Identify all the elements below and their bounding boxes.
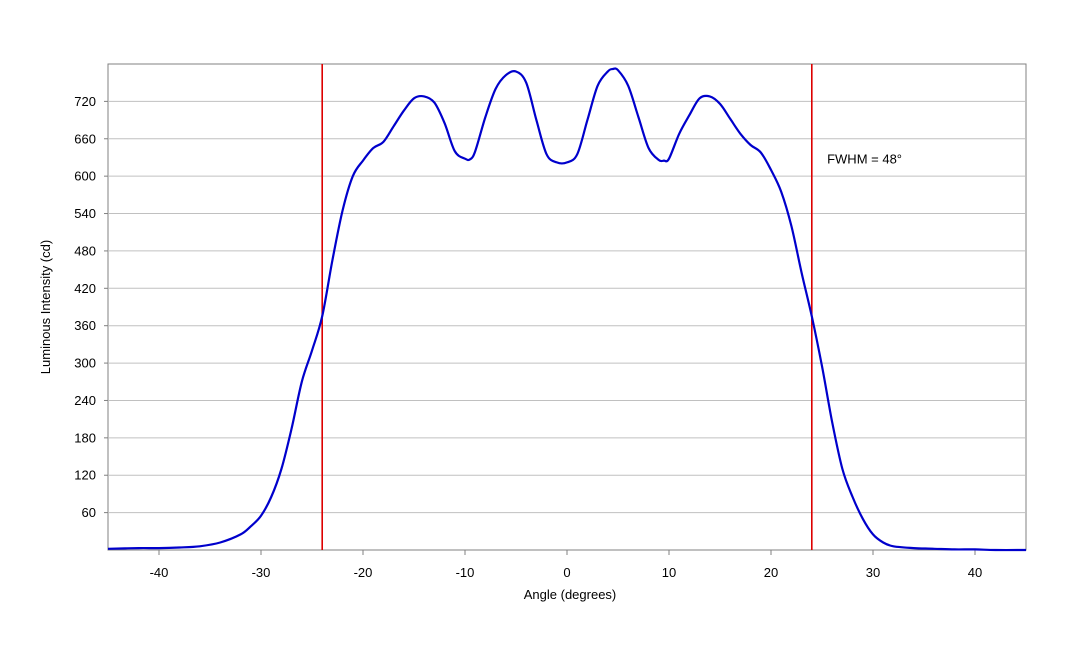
x-tick-label: 10 xyxy=(662,565,676,580)
y-tick-label: 660 xyxy=(74,131,96,146)
grid-lines xyxy=(104,100,1026,555)
x-tick-label: -30 xyxy=(252,565,271,580)
plot-area xyxy=(107,63,1027,551)
y-tick-labels: 60 120 180 240 300 360 420 480 540 600 660 720 xyxy=(74,94,96,520)
x-tick-label: -10 xyxy=(456,565,475,580)
y-tick-label: 360 xyxy=(74,318,96,333)
y-tick-label: 60 xyxy=(82,505,96,520)
y-tick-label: 600 xyxy=(74,169,96,184)
y-tick-label: 240 xyxy=(74,393,96,408)
y-tick-label: 420 xyxy=(74,281,96,296)
x-tick-label: -20 xyxy=(354,565,373,580)
intensity-curve xyxy=(107,67,1027,552)
fwhm-annotation: FWHM = 48° xyxy=(827,152,902,167)
x-tick-label: -40 xyxy=(150,565,169,580)
y-tick-label: 300 xyxy=(74,356,96,371)
x-tick-labels: -40 -30 -20 -10 0 10 20 30 40 xyxy=(150,565,983,580)
y-tick-label: 540 xyxy=(74,206,96,221)
y-axis-label: Luminous Intensity (cd) xyxy=(38,240,53,374)
y-tick-label: 180 xyxy=(74,430,96,445)
y-tick-label: 720 xyxy=(74,94,96,109)
y-tick-label: 480 xyxy=(74,243,96,258)
x-tick-label: 20 xyxy=(764,565,778,580)
x-tick-label: 0 xyxy=(563,565,570,580)
fwhm-markers xyxy=(321,64,813,550)
x-axis-label: Angle (degrees) xyxy=(524,587,617,602)
x-tick-label: 40 xyxy=(968,565,982,580)
y-tick-label: 120 xyxy=(74,468,96,483)
x-tick-label: 30 xyxy=(866,565,880,580)
